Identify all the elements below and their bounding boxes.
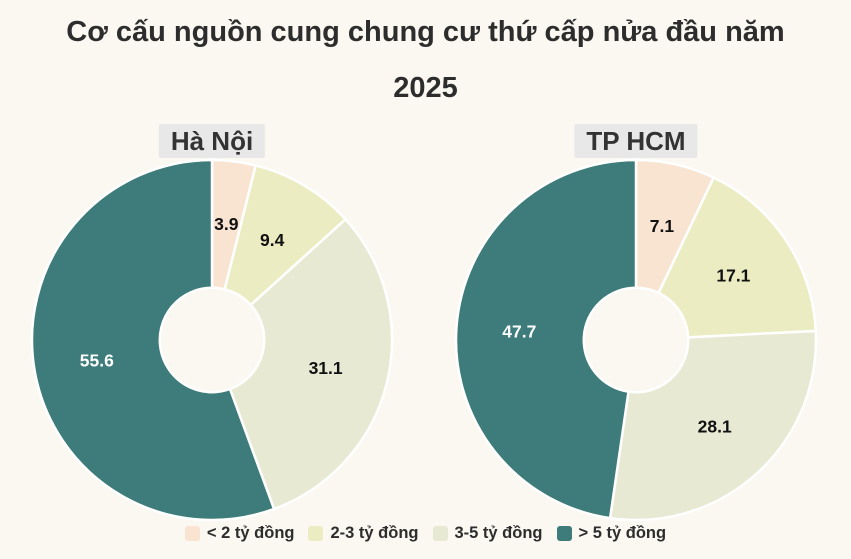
page-title: Cơ cấu nguồn cung chung cư thứ cấp nửa đ… bbox=[0, 4, 851, 116]
slice-value-label: 55.6 bbox=[80, 351, 114, 371]
slice-value-label: 28.1 bbox=[698, 417, 732, 437]
slice-value-label: 3.9 bbox=[214, 214, 239, 234]
legend-item: 2-3 tỷ đồng bbox=[308, 524, 419, 543]
legend-label: > 5 tỷ đồng bbox=[578, 524, 667, 542]
legend-swatch-icon bbox=[432, 526, 448, 541]
legend-label: < 2 tỷ đồng bbox=[206, 524, 295, 542]
page-title-line1: Cơ cấu nguồn cung chung cư thứ cấp nửa đ… bbox=[66, 16, 785, 48]
legend-swatch-icon bbox=[308, 526, 324, 541]
legend-label: 2-3 tỷ đồng bbox=[330, 524, 419, 542]
donut-slice bbox=[228, 218, 394, 511]
slice-value-label: 9.4 bbox=[260, 230, 285, 250]
legend-swatch-icon bbox=[556, 526, 572, 541]
donut-slice bbox=[30, 158, 276, 522]
slice-value-label: 31.1 bbox=[309, 358, 343, 378]
slice-value-label: 17.1 bbox=[716, 265, 750, 285]
legend-swatch-icon bbox=[184, 526, 200, 541]
legend-item: < 2 tỷ đồng bbox=[184, 524, 295, 543]
legend-item: 3-5 tỷ đồng bbox=[432, 524, 543, 543]
legend: < 2 tỷ đồng 2-3 tỷ đồng 3-5 tỷ đồng > 5 tỷ … bbox=[0, 524, 851, 543]
donut-chart-hanoi: 3.9 9.4 31.1 55.6 bbox=[30, 158, 394, 522]
donut-chart-tphcm: 7.1 17.1 28.1 47.7 bbox=[454, 158, 818, 522]
legend-item: > 5 tỷ đồng bbox=[556, 524, 667, 543]
page-title-line2: 2025 bbox=[393, 72, 458, 104]
slice-value-label: 47.7 bbox=[502, 322, 536, 342]
donut-slice bbox=[608, 329, 818, 522]
chart-subtitle-hanoi: Hà Nội bbox=[158, 124, 266, 158]
slice-value-label: 7.1 bbox=[650, 216, 675, 236]
donut-slice bbox=[454, 158, 638, 520]
donut-slice bbox=[657, 176, 818, 339]
chart-subtitle-tphcm: TP HCM bbox=[574, 124, 698, 158]
legend-label: 3-5 tỷ đồng bbox=[454, 524, 543, 542]
